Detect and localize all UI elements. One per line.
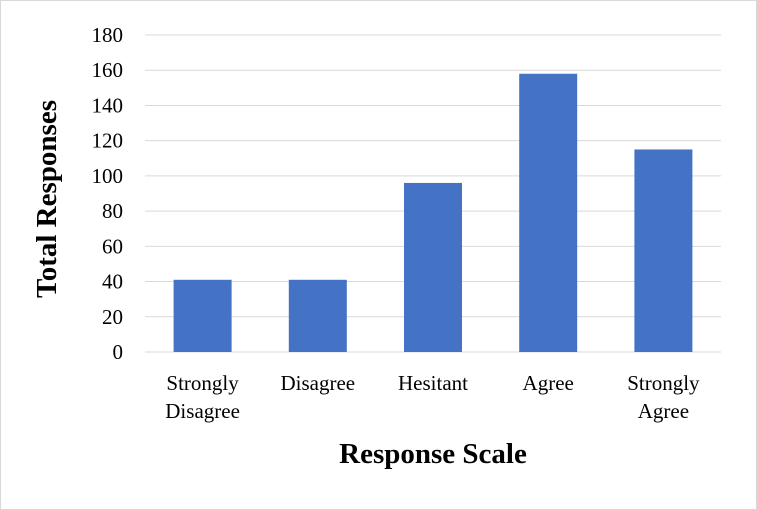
x-axis-title: Response Scale: [339, 438, 527, 470]
x-category-label: Disagree: [280, 371, 355, 395]
bars: [173, 73, 693, 352]
bar: [634, 149, 693, 352]
y-tick-label: 0: [113, 340, 124, 364]
y-tick-label: 80: [102, 199, 123, 223]
y-tick-label: 20: [102, 305, 123, 329]
y-tick-label: 40: [102, 270, 123, 294]
bar: [173, 279, 232, 352]
y-tick-label: 60: [102, 234, 123, 258]
y-axis-title: Total Responses: [31, 100, 63, 298]
y-tick-label: 140: [92, 93, 124, 117]
y-axis-ticks: 0 20 40 60 80 100 120 140 160 180: [92, 23, 124, 364]
x-category-label: Agree: [523, 371, 574, 395]
y-tick-label: 100: [92, 164, 124, 188]
y-tick-label: 120: [92, 129, 124, 153]
x-axis-category-labels: Strongly Disagree Disagree Hesitant Agree Str…: [165, 371, 700, 423]
x-category-label: Hesitant: [398, 371, 468, 395]
bar: [519, 73, 578, 352]
x-category-label: Strongly Agree: [627, 371, 700, 423]
bar: [404, 182, 462, 352]
gridlines: [145, 34, 721, 353]
y-tick-label: 160: [92, 58, 124, 82]
x-category-label: Strongly Disagree: [165, 371, 240, 423]
bar: [288, 279, 347, 352]
y-tick-label: 180: [92, 23, 124, 47]
